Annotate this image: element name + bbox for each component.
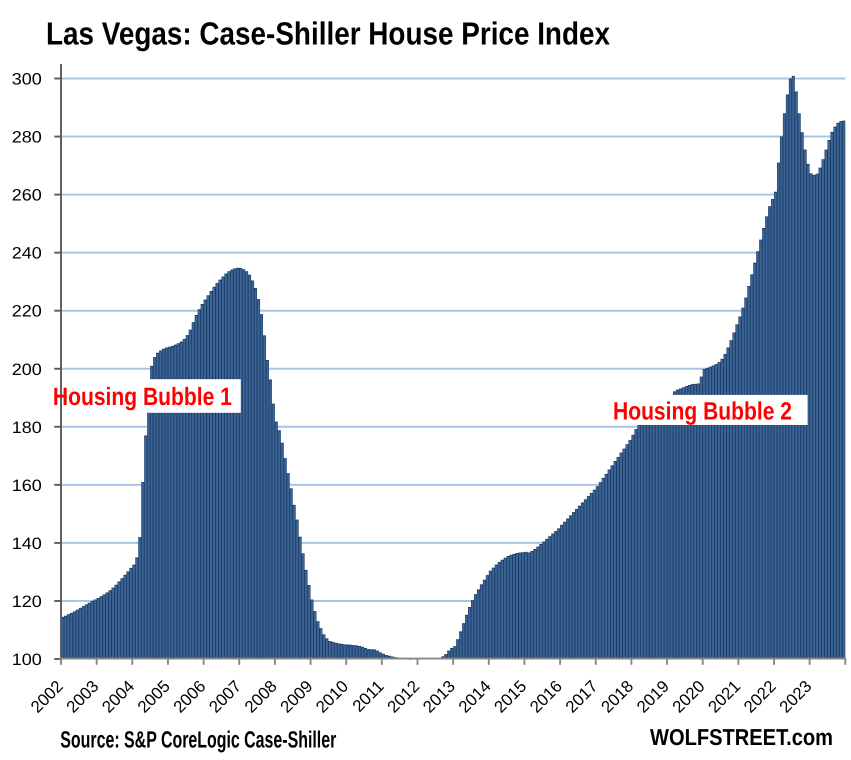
svg-text:280: 280: [12, 129, 42, 147]
svg-text:220: 220: [12, 303, 42, 321]
svg-text:260: 260: [12, 187, 42, 205]
svg-text:100: 100: [12, 651, 42, 669]
svg-text:240: 240: [12, 245, 42, 263]
svg-text:WOLFSTREET.com: WOLFSTREET.com: [650, 724, 833, 750]
svg-text:180: 180: [12, 419, 42, 437]
svg-text:120: 120: [12, 593, 42, 611]
svg-text:160: 160: [12, 477, 42, 495]
svg-text:300: 300: [12, 71, 42, 89]
svg-text:Housing Bubble 2: Housing Bubble 2: [613, 398, 792, 426]
svg-text:Las Vegas: Case-Shiller House: Las Vegas: Case-Shiller House Price Inde…: [46, 16, 610, 52]
svg-text:Housing Bubble 1: Housing Bubble 1: [53, 383, 232, 411]
svg-text:200: 200: [12, 361, 42, 379]
svg-text:140: 140: [12, 535, 42, 553]
svg-text:Source: S&P CoreLogic Case-Shi: Source: S&P CoreLogic Case-Shiller: [60, 727, 336, 753]
